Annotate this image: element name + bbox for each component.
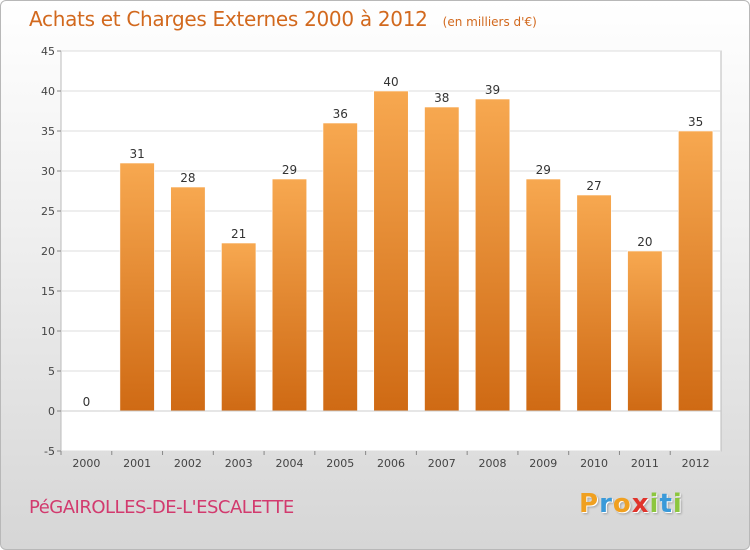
y-tick-label: 10 xyxy=(41,325,55,338)
logo-letter: t xyxy=(659,489,673,519)
x-tick-label: 2003 xyxy=(225,457,253,470)
logo-letter: r xyxy=(599,489,613,519)
y-tick-label: 0 xyxy=(48,405,55,418)
y-tick-label: 20 xyxy=(41,245,55,258)
title-row: Achats et Charges Externes 2000 à 2012 (… xyxy=(29,7,537,31)
logo-letter: i xyxy=(649,489,660,519)
bar-value-label: 39 xyxy=(485,83,500,97)
y-tick-label: 45 xyxy=(41,45,55,58)
bar-value-label: 29 xyxy=(282,163,297,177)
bar-value-label: 40 xyxy=(383,75,398,89)
logo-letter: o xyxy=(612,489,632,519)
bar-value-label: 31 xyxy=(130,147,145,161)
bar[interactable] xyxy=(271,178,308,412)
bar-value-label: 29 xyxy=(536,163,551,177)
bar-value-label: 38 xyxy=(434,91,449,105)
bar[interactable] xyxy=(119,162,155,412)
bar-value-label: 20 xyxy=(637,235,652,249)
logo-letter: P xyxy=(579,489,600,519)
bar-value-label: 0 xyxy=(83,395,91,409)
x-tick-label: 2002 xyxy=(174,457,202,470)
x-tick-label: 2008 xyxy=(479,457,507,470)
bar-value-label: 21 xyxy=(231,227,246,241)
commune-name: PéGAIROLLES-DE-L'ESCALETTE xyxy=(29,497,294,518)
y-tick-label: 35 xyxy=(41,125,55,138)
bar-value-label: 27 xyxy=(586,179,601,193)
logo-letter: i xyxy=(672,489,683,519)
bar[interactable] xyxy=(576,194,612,412)
chart-subtitle: (en milliers d'€) xyxy=(442,15,537,29)
proxiti-logo[interactable]: Proxiti xyxy=(579,489,683,519)
bars-layer xyxy=(68,90,714,413)
y-tick-label: -5 xyxy=(44,445,55,458)
bar[interactable] xyxy=(322,122,358,412)
x-tick-label: 2006 xyxy=(377,457,405,470)
bar-value-label: 36 xyxy=(333,107,348,121)
y-tick-label: 30 xyxy=(41,165,55,178)
bar-value-label: 28 xyxy=(180,171,195,185)
bar[interactable] xyxy=(474,98,511,412)
x-tick-label: 2009 xyxy=(529,457,557,470)
bar[interactable] xyxy=(627,250,663,412)
x-tick-label: 2001 xyxy=(123,457,151,470)
x-tick-label: 2010 xyxy=(580,457,608,470)
y-tick-label: 25 xyxy=(41,205,55,218)
y-tick-label: 5 xyxy=(48,365,55,378)
x-tick-label: 2000 xyxy=(72,457,100,470)
bar[interactable] xyxy=(525,178,561,412)
bar[interactable] xyxy=(424,106,460,412)
bar[interactable] xyxy=(221,242,257,412)
bar[interactable] xyxy=(373,90,409,412)
x-tick-label: 2007 xyxy=(428,457,456,470)
bar[interactable] xyxy=(678,130,714,412)
x-tick-label: 2004 xyxy=(275,457,303,470)
bar-value-label: 35 xyxy=(688,115,703,129)
y-tick-label: 15 xyxy=(41,285,55,298)
x-tick-label: 2011 xyxy=(631,457,659,470)
chart-title: Achats et Charges Externes 2000 à 2012 xyxy=(29,7,428,31)
bar[interactable] xyxy=(170,186,206,412)
y-tick-label: 40 xyxy=(41,85,55,98)
x-tick-label: 2012 xyxy=(682,457,710,470)
x-tick-label: 2005 xyxy=(326,457,354,470)
labels-layer: 0 31 28 21 29 36 40 38 39 29 27 20 35 xyxy=(83,75,704,409)
logo-letter: x xyxy=(631,489,650,519)
